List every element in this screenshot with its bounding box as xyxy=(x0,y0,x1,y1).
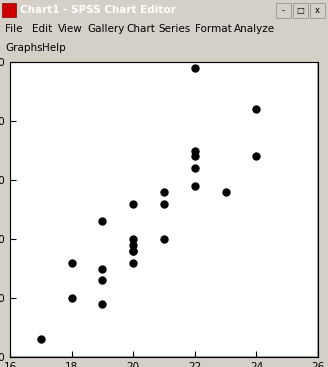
Text: x: x xyxy=(315,6,320,15)
Text: Analyze: Analyze xyxy=(234,25,275,34)
Bar xyxy=(10,62,318,357)
Point xyxy=(131,248,136,254)
Text: Edit: Edit xyxy=(32,25,52,34)
Text: Gallery: Gallery xyxy=(87,25,124,34)
Text: Chart: Chart xyxy=(126,25,155,34)
Text: -: - xyxy=(282,6,285,15)
Point xyxy=(254,106,259,112)
Point xyxy=(161,189,167,195)
Point xyxy=(131,260,136,266)
Text: File: File xyxy=(5,25,23,34)
Point xyxy=(131,248,136,254)
Point xyxy=(100,301,105,307)
Bar xyxy=(2,3,16,17)
Point xyxy=(192,65,197,71)
Point xyxy=(69,295,74,301)
Point xyxy=(254,153,259,159)
Point xyxy=(100,218,105,224)
Point xyxy=(100,277,105,283)
Point xyxy=(192,153,197,159)
Point xyxy=(161,201,167,207)
Point xyxy=(192,148,197,153)
Text: Graphs: Graphs xyxy=(5,43,43,53)
Text: View: View xyxy=(58,25,83,34)
Text: Series: Series xyxy=(158,25,190,34)
Point xyxy=(223,189,228,195)
Point xyxy=(131,236,136,242)
Text: □: □ xyxy=(297,6,304,15)
Point xyxy=(161,236,167,242)
Text: Format: Format xyxy=(195,25,232,34)
Point xyxy=(192,183,197,189)
Point xyxy=(131,242,136,248)
Point xyxy=(131,201,136,207)
Bar xyxy=(310,3,325,18)
Point xyxy=(69,260,74,266)
Point xyxy=(192,165,197,171)
Point xyxy=(38,337,43,342)
Text: Help: Help xyxy=(42,43,66,53)
Bar xyxy=(276,3,291,18)
Point xyxy=(100,266,105,272)
Bar xyxy=(293,3,308,18)
Text: Chart1 - SPSS Chart Editor: Chart1 - SPSS Chart Editor xyxy=(20,5,176,15)
